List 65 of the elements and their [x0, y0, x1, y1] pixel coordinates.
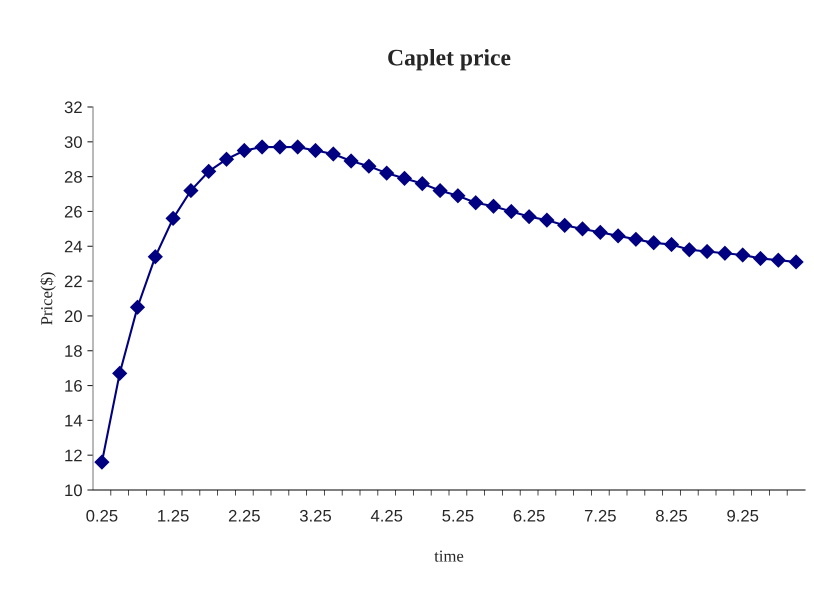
point [148, 249, 163, 264]
point [201, 164, 216, 179]
point [94, 454, 110, 470]
point [735, 248, 750, 262]
y-tick-label: 12 [65, 450, 82, 462]
point [770, 252, 786, 268]
y-tick-label: 32 [64, 101, 82, 114]
x-tick-label: 2.25 [228, 510, 260, 522]
point [468, 195, 484, 210]
point [236, 143, 252, 158]
point [130, 300, 145, 315]
point [522, 209, 536, 224]
point [504, 204, 519, 219]
y-tick-label: 24 [64, 240, 82, 252]
point [290, 140, 306, 154]
y-tick-label: 18 [65, 345, 82, 357]
y-axis-title: Price($) [40, 272, 56, 325]
point [718, 246, 732, 261]
point [344, 154, 358, 168]
x-tick-label: 1.25 [158, 510, 189, 522]
x-tick-label: 8.25 [656, 510, 688, 522]
point [646, 235, 662, 250]
point [700, 244, 714, 259]
point [450, 188, 466, 204]
point [486, 198, 501, 214]
y-tick-label: 14 [65, 414, 82, 426]
point [610, 228, 626, 244]
y-tick-label: 20 [64, 310, 82, 322]
point [682, 242, 697, 258]
point [592, 224, 608, 240]
chart-title: Caplet price [388, 48, 510, 70]
y-tick-label: 22 [64, 275, 82, 288]
point [432, 183, 448, 198]
point [540, 212, 554, 228]
point [664, 237, 679, 252]
x-axis-title: time [434, 550, 464, 562]
point [219, 152, 234, 167]
point [362, 158, 376, 174]
point [326, 146, 341, 162]
point [397, 170, 412, 186]
x-tick-label: 6.25 [514, 510, 545, 522]
x-tick-label: 3.25 [300, 510, 332, 522]
point [254, 140, 270, 154]
point [112, 366, 128, 381]
x-tick-label: 0.25 [86, 510, 118, 522]
y-tick-label: 28 [64, 171, 82, 183]
point [628, 232, 644, 247]
y-tick-label: 26 [64, 206, 82, 218]
point [308, 143, 323, 158]
point [414, 176, 430, 191]
point [272, 140, 288, 154]
y-tick-label: 10 [65, 484, 82, 496]
x-tick-label: 4.25 [370, 510, 402, 522]
point [788, 254, 804, 270]
point [557, 218, 572, 233]
point [184, 183, 198, 198]
y-tick-label: 30 [64, 136, 82, 148]
point [575, 221, 590, 236]
point [753, 251, 768, 266]
x-tick-label: 5.25 [442, 510, 474, 522]
point [379, 166, 394, 181]
y-tick-label: 16 [65, 380, 82, 392]
x-tick-label: 9.25 [727, 510, 758, 522]
point [166, 211, 180, 226]
x-tick-label: 7.25 [584, 510, 616, 522]
